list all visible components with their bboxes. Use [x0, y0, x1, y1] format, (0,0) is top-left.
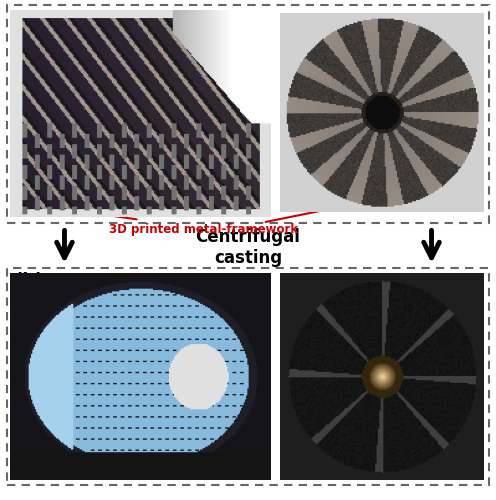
Text: 3D printed metal-framework: 3D printed metal-framework — [94, 212, 298, 236]
Text: Paraffin-based fuel: Paraffin-based fuel — [114, 430, 247, 472]
Bar — [7, 268, 489, 485]
Text: Centrifugal
casting: Centrifugal casting — [195, 228, 301, 267]
Text: (a): (a) — [15, 10, 43, 28]
Text: (b): (b) — [15, 272, 44, 290]
Bar — [7, 5, 489, 222]
